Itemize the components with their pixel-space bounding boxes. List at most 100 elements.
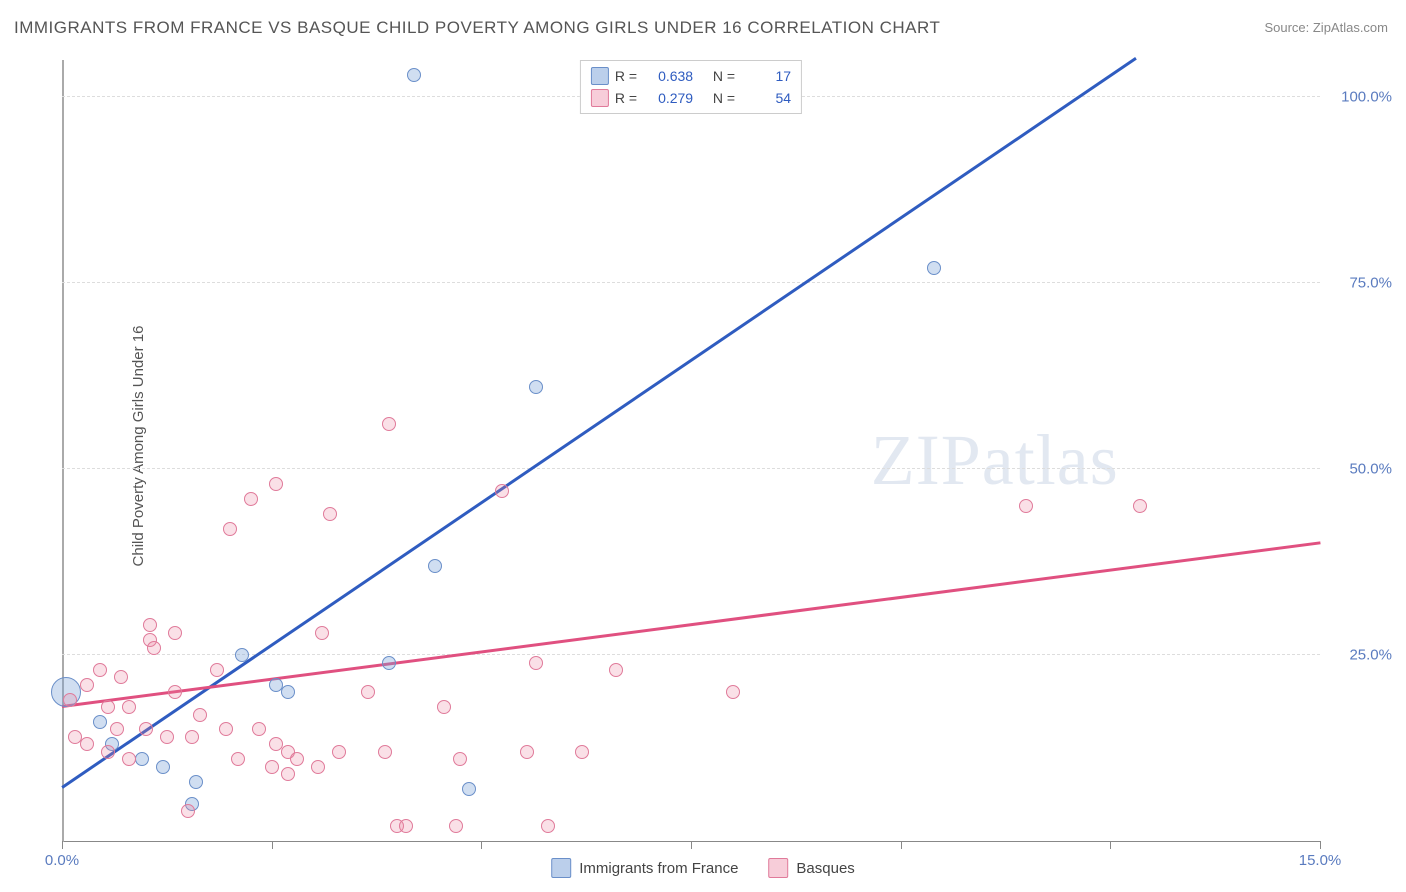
data-point bbox=[462, 782, 476, 796]
x-tick bbox=[1110, 841, 1111, 849]
data-point bbox=[281, 767, 295, 781]
trend-line-basques bbox=[62, 541, 1320, 707]
data-point bbox=[609, 663, 623, 677]
data-point bbox=[323, 507, 337, 521]
data-point bbox=[181, 804, 195, 818]
legend-item-france: Immigrants from France bbox=[551, 858, 738, 878]
legend-row-basques: R = 0.279 N = 54 bbox=[591, 87, 791, 109]
data-point bbox=[290, 752, 304, 766]
data-point bbox=[223, 522, 237, 536]
x-tick-label: 0.0% bbox=[45, 852, 79, 869]
source-prefix: Source: bbox=[1264, 20, 1312, 35]
series-legend: Immigrants from France Basques bbox=[551, 858, 855, 878]
data-point bbox=[361, 685, 375, 699]
chart-title: IMMIGRANTS FROM FRANCE VS BASQUE CHILD P… bbox=[14, 18, 940, 38]
data-point bbox=[63, 693, 77, 707]
y-tick-label: 50.0% bbox=[1349, 461, 1392, 478]
x-tick bbox=[62, 841, 63, 849]
x-tick bbox=[272, 841, 273, 849]
r-value: 0.279 bbox=[643, 90, 693, 106]
legend-label: Immigrants from France bbox=[579, 860, 738, 877]
data-point bbox=[93, 663, 107, 677]
gridline bbox=[62, 282, 1320, 283]
data-point bbox=[265, 760, 279, 774]
trend-line-france bbox=[61, 58, 1136, 789]
data-point bbox=[235, 648, 249, 662]
source-attribution: Source: ZipAtlas.com bbox=[1264, 20, 1388, 35]
swatch-icon bbox=[591, 67, 609, 85]
data-point bbox=[160, 730, 174, 744]
watermark: ZIPatlas bbox=[871, 419, 1119, 502]
data-point bbox=[281, 685, 295, 699]
data-point bbox=[114, 670, 128, 684]
data-point bbox=[80, 678, 94, 692]
data-point bbox=[382, 656, 396, 670]
gridline bbox=[62, 654, 1320, 655]
n-value: 17 bbox=[741, 68, 791, 84]
data-point bbox=[453, 752, 467, 766]
data-point bbox=[101, 745, 115, 759]
y-tick-label: 25.0% bbox=[1349, 647, 1392, 664]
gridline bbox=[62, 468, 1320, 469]
data-point bbox=[80, 737, 94, 751]
data-point bbox=[210, 663, 224, 677]
data-point bbox=[1133, 499, 1147, 513]
data-point bbox=[93, 715, 107, 729]
r-label: R = bbox=[615, 68, 637, 84]
x-tick bbox=[1320, 841, 1321, 849]
data-point bbox=[311, 760, 325, 774]
swatch-icon bbox=[591, 89, 609, 107]
data-point bbox=[143, 618, 157, 632]
x-tick-label: 15.0% bbox=[1299, 852, 1342, 869]
data-point bbox=[428, 559, 442, 573]
data-point bbox=[407, 68, 421, 82]
data-point bbox=[437, 700, 451, 714]
data-point bbox=[449, 819, 463, 833]
data-point bbox=[189, 775, 203, 789]
data-point bbox=[529, 656, 543, 670]
x-tick bbox=[691, 841, 692, 849]
data-point bbox=[168, 685, 182, 699]
data-point bbox=[219, 722, 233, 736]
correlation-legend: R = 0.638 N = 17 R = 0.279 N = 54 bbox=[580, 60, 802, 114]
n-label: N = bbox=[713, 90, 735, 106]
data-point bbox=[726, 685, 740, 699]
data-point bbox=[139, 722, 153, 736]
data-point bbox=[269, 477, 283, 491]
data-point bbox=[135, 752, 149, 766]
data-point bbox=[399, 819, 413, 833]
source-link[interactable]: ZipAtlas.com bbox=[1313, 20, 1388, 35]
legend-row-france: R = 0.638 N = 17 bbox=[591, 65, 791, 87]
n-value: 54 bbox=[741, 90, 791, 106]
data-point bbox=[231, 752, 245, 766]
data-point bbox=[122, 700, 136, 714]
data-point bbox=[101, 700, 115, 714]
y-tick-label: 100.0% bbox=[1341, 89, 1392, 106]
r-label: R = bbox=[615, 90, 637, 106]
data-point bbox=[244, 492, 258, 506]
data-point bbox=[529, 380, 543, 394]
plot-area: R = 0.638 N = 17 R = 0.279 N = 54 ZIPatl… bbox=[62, 60, 1320, 842]
data-point bbox=[315, 626, 329, 640]
data-point bbox=[193, 708, 207, 722]
data-point bbox=[927, 261, 941, 275]
data-point bbox=[495, 484, 509, 498]
data-point bbox=[1019, 499, 1033, 513]
x-tick bbox=[481, 841, 482, 849]
data-point bbox=[110, 722, 124, 736]
data-point bbox=[252, 722, 266, 736]
x-tick bbox=[901, 841, 902, 849]
legend-label: Basques bbox=[796, 860, 854, 877]
data-point bbox=[185, 730, 199, 744]
r-value: 0.638 bbox=[643, 68, 693, 84]
data-point bbox=[156, 760, 170, 774]
y-tick-label: 75.0% bbox=[1349, 275, 1392, 292]
data-point bbox=[378, 745, 392, 759]
legend-item-basques: Basques bbox=[768, 858, 854, 878]
data-point bbox=[122, 752, 136, 766]
data-point bbox=[382, 417, 396, 431]
swatch-icon bbox=[551, 858, 571, 878]
swatch-icon bbox=[768, 858, 788, 878]
data-point bbox=[520, 745, 534, 759]
data-point bbox=[168, 626, 182, 640]
